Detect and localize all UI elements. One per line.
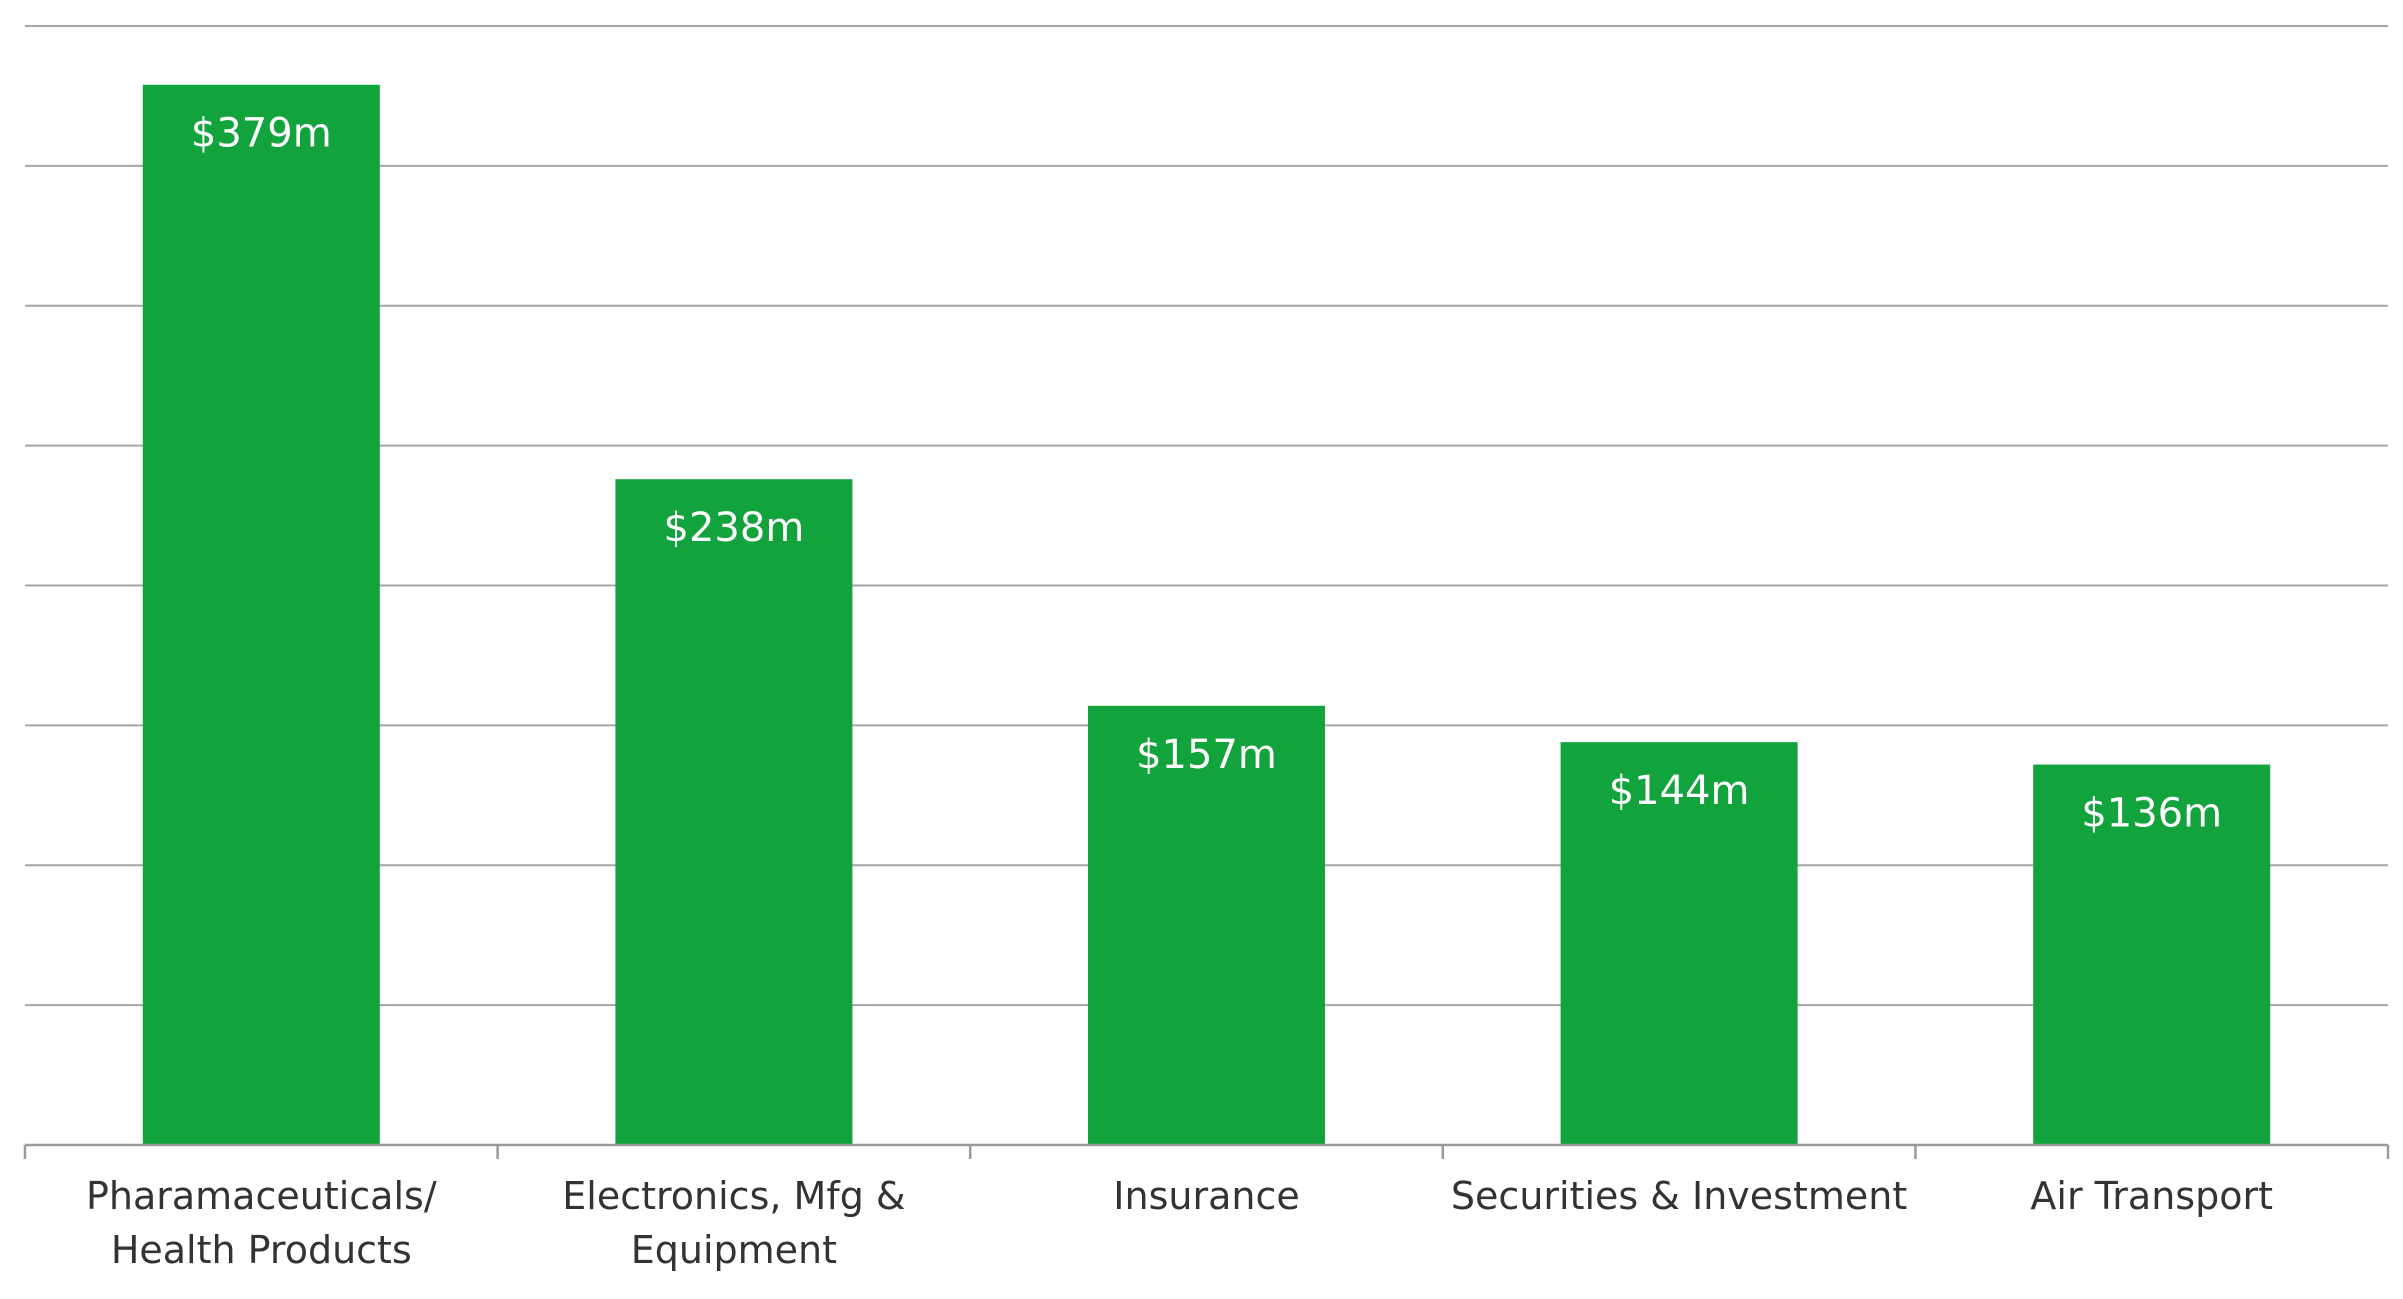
x-tick-label-line: Air Transport <box>2030 1174 2273 1218</box>
x-tick-label-line: Equipment <box>631 1228 837 1272</box>
bar <box>1088 705 1325 1145</box>
data-label: $238m <box>664 505 805 551</box>
bar <box>1560 742 1798 1145</box>
data-label: $144m <box>1609 768 1750 814</box>
x-tick-label: Securities & Investment <box>1451 1174 1907 1218</box>
x-tick-label: Insurance <box>1113 1174 1299 1218</box>
x-tick-label: Electronics, Mfg & Equipment <box>562 1174 905 1272</box>
x-tick-label-line: Health Products <box>111 1228 412 1272</box>
bars <box>142 84 2271 1145</box>
bar <box>615 479 853 1145</box>
data-label: $157m <box>1136 732 1277 778</box>
x-tick-label: Pharamaceuticals/Health Products <box>86 1174 437 1272</box>
x-tick-label-line: Electronics, Mfg & <box>562 1174 905 1218</box>
bar <box>2033 764 2271 1145</box>
x-tick-label-line: Pharamaceuticals/ <box>86 1174 437 1218</box>
x-tick-label: Air Transport <box>2030 1174 2273 1218</box>
bar <box>142 84 380 1145</box>
x-axis <box>23 1143 2390 1159</box>
x-tick-label-line: Securities & Investment <box>1451 1174 1907 1218</box>
x-tick-label-line: Insurance <box>1113 1174 1299 1218</box>
data-label: $136m <box>2081 791 2222 837</box>
labels: $379m $238m $157m $144m $136m Pharamaceutical… <box>86 111 2273 1272</box>
data-label: $379m <box>191 111 332 157</box>
